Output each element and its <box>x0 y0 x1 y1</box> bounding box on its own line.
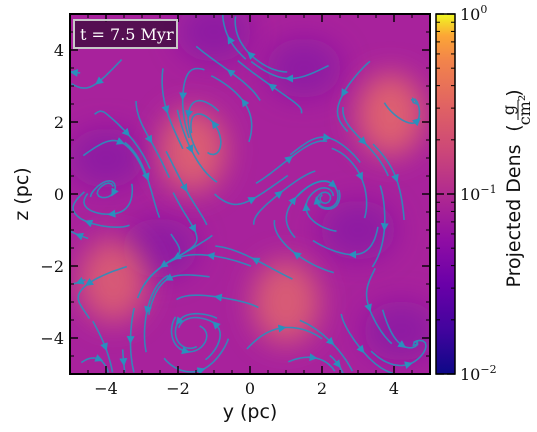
streamline-arrow <box>94 354 104 362</box>
streamline-arrow <box>211 120 220 130</box>
x-axis-title: y (pc) <box>223 401 278 423</box>
x-tick-label: −2 <box>166 379 190 398</box>
streamline-arrow <box>100 342 108 352</box>
streamline-arrow <box>185 144 193 154</box>
streamline-arrow <box>75 232 85 241</box>
streamline-arrow <box>175 316 184 326</box>
streamline-arrow <box>188 223 196 233</box>
streamline-arrow <box>179 183 188 193</box>
streamline-arrow <box>226 69 236 78</box>
streamline-arrow <box>164 273 174 281</box>
streamline-arrow <box>75 276 85 285</box>
colorbar-paren-close: ) <box>503 89 525 96</box>
streamline-arrow <box>111 187 119 197</box>
streamline-arrow <box>212 321 221 330</box>
colorbar-ticks: 100 10−1 10−2 <box>436 3 497 384</box>
streamline-arrow <box>364 303 372 313</box>
density-map: −4 −2 0 2 4 −4 −2 0 2 4 <box>40 13 431 398</box>
colorbar-unit-numerator: g <box>499 105 518 115</box>
sparse-region <box>320 200 396 260</box>
colorbar-unit-denominator: cm² <box>515 95 534 126</box>
density-patches <box>70 14 430 361</box>
streamline-arrow <box>341 88 349 98</box>
x-axis-ticks: −4 −2 0 2 4 <box>69 14 431 398</box>
streamline-arrow <box>397 340 407 349</box>
streamline-arrow <box>84 219 94 228</box>
streamline-arrow <box>292 251 302 260</box>
x-tick-label: 4 <box>389 379 399 398</box>
streamline-arrow <box>141 172 150 182</box>
colorbar-tick-label: 10−1 <box>460 183 497 204</box>
streamline-arrow <box>332 359 341 369</box>
colorbar-title: Projected Dens ( g cm² ) <box>499 89 534 287</box>
streamline-arrow <box>356 344 365 354</box>
streamline-arrow <box>274 190 283 199</box>
streamline-arrow <box>161 105 170 114</box>
colorbar-paren-open: ( <box>503 124 525 131</box>
streamline-arrow <box>328 179 337 188</box>
streamline-arrow <box>144 305 152 315</box>
streamline-arrow <box>196 367 206 374</box>
streamline-arrow <box>277 324 287 333</box>
streamline-arrow <box>358 136 367 145</box>
streamline-arrow <box>85 278 94 286</box>
dense-region <box>356 72 425 157</box>
sparse-region <box>176 14 252 62</box>
streamline-arrow <box>412 117 421 127</box>
streamline-arrow <box>206 252 215 261</box>
streamline-arrow <box>144 134 153 144</box>
x-tick-label: −4 <box>94 379 118 398</box>
streamline-arrow <box>95 76 104 85</box>
streamline-arrow <box>121 127 131 137</box>
sparse-region <box>266 38 342 98</box>
streamlines-layer <box>70 14 427 374</box>
dense-region <box>79 238 148 323</box>
streamline-arrow <box>172 252 182 260</box>
y-tick-label: 4 <box>54 41 64 60</box>
streamline-arrow <box>227 35 235 45</box>
sparse-region <box>70 128 144 188</box>
colorbar-tick-label: 100 <box>460 3 487 24</box>
streamline-arrow <box>247 51 256 60</box>
streamline-arrow <box>268 83 278 92</box>
streamline-arrow <box>313 196 322 205</box>
dense-region <box>252 260 320 344</box>
y-tick-label: 0 <box>54 185 64 204</box>
y-tick-label: −2 <box>40 257 64 276</box>
streamline-arrow <box>181 346 190 355</box>
colorbar-label: Projected Dens <box>503 144 525 287</box>
y-tick-label: −4 <box>40 329 64 348</box>
streamline-arrow <box>251 257 261 265</box>
colorbar: 100 10−1 10−2 Projected Dens ( g cm² ) <box>435 3 534 384</box>
sparse-region <box>363 300 430 361</box>
streamline-arrow <box>213 293 223 302</box>
streamline-arrow <box>325 336 335 346</box>
x-tick-label: 0 <box>245 379 255 398</box>
y-tick-label: 2 <box>54 113 64 132</box>
streamline-arrow <box>284 155 293 164</box>
streamline-arrow <box>185 109 193 119</box>
streamline-arrow <box>288 196 297 206</box>
time-annotation-box <box>73 19 178 49</box>
streamline-arrow <box>115 137 125 145</box>
time-annotation: t = 7.5 Myr <box>73 19 178 49</box>
x-tick-label: 2 <box>317 379 327 398</box>
streamline-arrow <box>355 171 363 181</box>
y-axis-title: z (pc) <box>11 167 33 220</box>
y-axis-ticks: −4 −2 0 2 4 <box>40 13 430 375</box>
streamline-arrow <box>247 197 257 205</box>
colorbar-tick-label: 10−2 <box>460 363 497 384</box>
streamline-arrow <box>391 173 399 183</box>
streamline-arrow <box>404 361 413 370</box>
time-annotation-text: t = 7.5 Myr <box>80 25 174 44</box>
streamline-arrow <box>241 98 250 108</box>
